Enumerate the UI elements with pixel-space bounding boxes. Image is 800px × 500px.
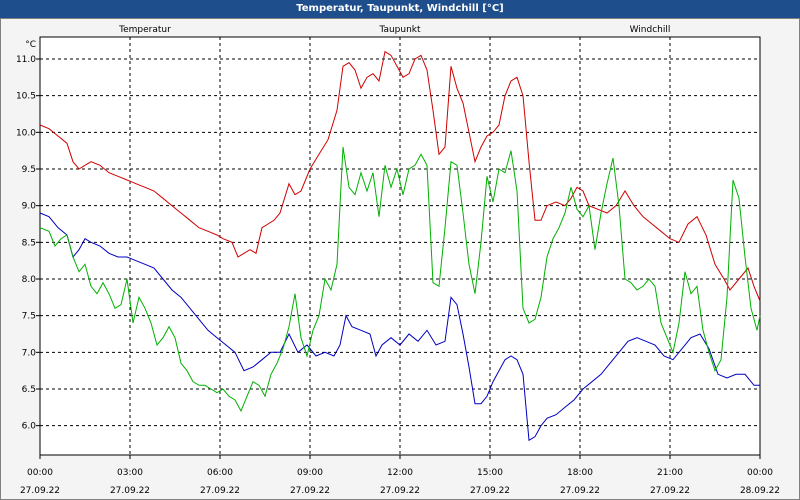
y-tick-label: 7.0: [22, 348, 37, 358]
x-tick-time: 00:00: [27, 468, 53, 478]
x-tick-date: 27.09.22: [650, 486, 690, 496]
x-tick-date: 28.09.22: [740, 486, 780, 496]
y-unit-label: °C: [25, 40, 36, 50]
y-tick-label: 10.5: [16, 92, 36, 102]
x-tick-date: 27.09.22: [20, 486, 60, 496]
x-tick-time: 12:00: [387, 468, 413, 478]
y-tick-label: 8.5: [22, 238, 36, 248]
x-tick-time: 00:00: [747, 468, 773, 478]
chart-frame: 6.0 6.5 7.0 7.5 8.0 8.5 9.0 9.5 10.0 10.5 11.0 °C 00…: [0, 18, 800, 500]
y-tick-label: 6.0: [22, 422, 37, 432]
y-tick-label: 9.0: [22, 202, 37, 212]
legend-taupunkt: Taupunkt: [378, 25, 421, 35]
legend-temperatur: Temperatur: [118, 25, 171, 35]
y-tick-label: 9.5: [22, 165, 36, 175]
y-tick-label: 6.5: [22, 385, 36, 395]
y-tick-label: 8.0: [22, 275, 37, 285]
x-tick-date: 27.09.22: [560, 486, 600, 496]
y-tick-label: 10.0: [16, 128, 36, 138]
line-chart: 6.0 6.5 7.0 7.5 8.0 8.5 9.0 9.5 10.0 10.5 11.0 °C 00…: [16, 25, 780, 496]
y-tick-label: 7.5: [22, 312, 36, 322]
y-tick-label: 11.0: [16, 55, 36, 65]
x-tick-date: 27.09.22: [290, 486, 330, 496]
legend-windchill: Windchill: [630, 25, 671, 35]
x-tick-time: 18:00: [567, 468, 593, 478]
chart-title: Temperatur, Taupunkt, Windchill [°C]: [0, 0, 800, 18]
x-tick-time: 15:00: [477, 468, 503, 478]
x-tick-time: 21:00: [657, 468, 683, 478]
series-line-taupunkt: [39, 212, 760, 442]
x-tick-time: 03:00: [117, 468, 143, 478]
series-line-windchill: [39, 146, 761, 413]
x-tick-time: 09:00: [297, 468, 323, 478]
x-tick-date: 27.09.22: [110, 486, 150, 496]
series-line-temperatur: [39, 50, 761, 302]
x-tick-time: 06:00: [207, 468, 233, 478]
x-tick-date: 27.09.22: [470, 486, 510, 496]
x-tick-date: 27.09.22: [200, 486, 240, 496]
x-tick-date: 27.09.22: [380, 486, 420, 496]
